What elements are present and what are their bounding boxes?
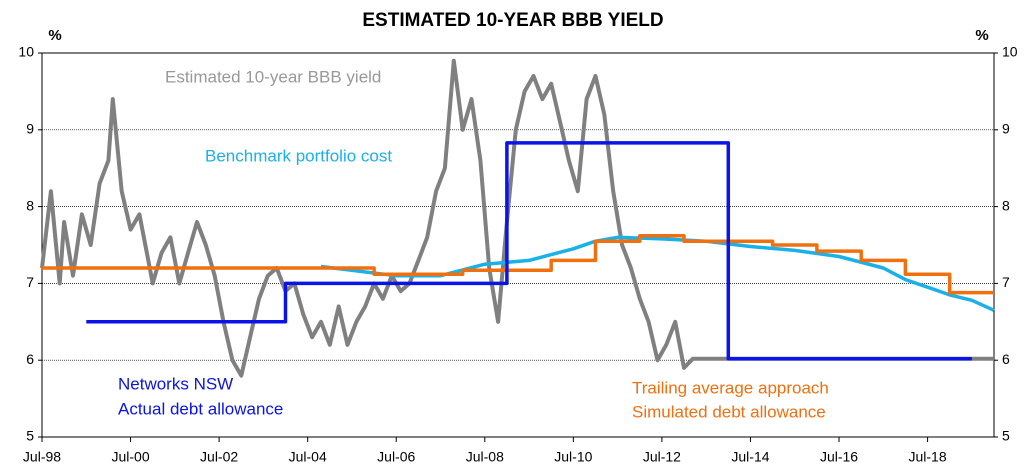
series-line [86, 141, 972, 361]
annotation: Benchmark portfolio cost [205, 146, 392, 165]
y2-tick-label: 8 [1002, 197, 1010, 213]
y2-unit: % [975, 27, 988, 44]
chart-title: ESTIMATED 10-YEAR BBB YIELD [362, 10, 663, 31]
x-tick-label: Jul-04 [289, 449, 327, 465]
x-tick-label: Jul-02 [200, 449, 238, 465]
y-tick-label: 7 [26, 274, 34, 290]
y2-tick-label: 9 [1002, 121, 1010, 137]
annotation: Estimated 10-year BBB yield [165, 67, 381, 86]
y2-tick-label: 7 [1002, 274, 1010, 290]
x-tick-label: Jul-98 [23, 449, 61, 465]
y-tick-label: 8 [26, 197, 34, 213]
y2-tick-label: 5 [1002, 428, 1010, 444]
x-tick-label: Jul-14 [731, 449, 769, 465]
y-tick-label: 6 [26, 351, 34, 367]
annotation: Actual debt allowance [118, 399, 283, 418]
y-tick-label: 10 [18, 44, 34, 60]
annotation: Networks NSW [118, 374, 233, 393]
y2-tick-label: 10 [1002, 44, 1018, 60]
x-tick-label: Jul-08 [466, 449, 504, 465]
annotation: Simulated debt allowance [632, 402, 826, 421]
x-tick-label: Jul-06 [377, 449, 415, 465]
annotation: Trailing average approach [632, 378, 829, 397]
y-unit: % [48, 27, 61, 44]
x-tick-label: Jul-16 [820, 449, 858, 465]
x-tick-label: Jul-12 [643, 449, 681, 465]
x-tick-label: Jul-18 [909, 449, 947, 465]
y-tick-label: 5 [26, 428, 34, 444]
x-tick-label: Jul-10 [554, 449, 592, 465]
plot-frame [41, 52, 995, 438]
series-line [42, 234, 994, 295]
y2-tick-label: 6 [1002, 351, 1010, 367]
series-line [40, 58, 994, 378]
x-tick-label: Jul-00 [111, 449, 149, 465]
y-tick-label: 9 [26, 121, 34, 137]
